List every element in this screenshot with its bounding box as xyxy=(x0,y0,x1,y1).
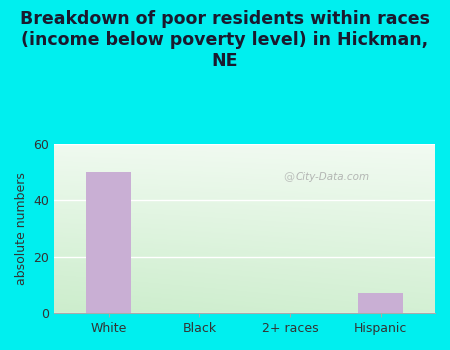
Bar xyxy=(358,293,403,313)
Bar xyxy=(86,172,131,313)
Text: Breakdown of poor residents within races
(income below poverty level) in Hickman: Breakdown of poor residents within races… xyxy=(20,10,430,70)
Y-axis label: absolute numbers: absolute numbers xyxy=(15,172,28,285)
Text: @: @ xyxy=(283,173,294,182)
Text: City-Data.com: City-Data.com xyxy=(295,173,369,182)
